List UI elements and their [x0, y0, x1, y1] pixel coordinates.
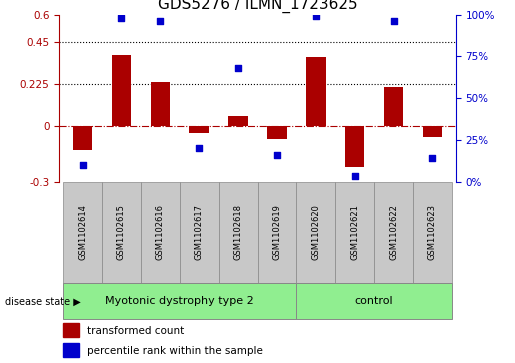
Point	[428, 155, 437, 161]
Bar	[296, 283, 452, 319]
Bar	[141, 182, 180, 283]
Bar	[374, 182, 413, 283]
Text: transformed count: transformed count	[87, 326, 184, 336]
Point	[351, 174, 359, 179]
Bar	[112, 55, 131, 126]
Text: GSM1102615: GSM1102615	[117, 204, 126, 260]
Point	[312, 13, 320, 19]
Bar	[73, 126, 92, 150]
Bar	[335, 182, 374, 283]
Bar	[267, 126, 287, 139]
Bar	[306, 57, 325, 126]
Bar	[296, 182, 335, 283]
Bar	[345, 126, 365, 167]
Text: GSM1102619: GSM1102619	[272, 204, 281, 260]
Bar	[63, 283, 296, 319]
Bar	[423, 126, 442, 137]
Point	[78, 162, 87, 168]
Text: GSM1102617: GSM1102617	[195, 204, 204, 260]
Point	[389, 18, 398, 24]
Point	[195, 145, 203, 151]
Bar	[219, 182, 258, 283]
Title: GDS5276 / ILMN_1723625: GDS5276 / ILMN_1723625	[158, 0, 357, 13]
Text: disease state ▶: disease state ▶	[5, 296, 81, 306]
Point	[156, 18, 164, 24]
Text: Myotonic dystrophy type 2: Myotonic dystrophy type 2	[106, 296, 254, 306]
Text: GSM1102623: GSM1102623	[428, 204, 437, 260]
Bar	[228, 116, 248, 126]
Bar	[150, 82, 170, 126]
Bar	[384, 87, 403, 126]
Text: GSM1102622: GSM1102622	[389, 204, 398, 260]
Point	[234, 65, 242, 71]
Bar	[102, 182, 141, 283]
Text: control: control	[355, 296, 393, 306]
Bar	[63, 323, 79, 338]
Text: GSM1102616: GSM1102616	[156, 204, 165, 260]
Bar	[180, 182, 219, 283]
Bar	[63, 343, 79, 357]
Point	[273, 152, 281, 158]
Bar	[63, 182, 102, 283]
Bar	[413, 182, 452, 283]
Bar	[190, 126, 209, 133]
Text: percentile rank within the sample: percentile rank within the sample	[87, 346, 263, 356]
Text: GSM1102614: GSM1102614	[78, 204, 87, 260]
Point	[117, 15, 126, 21]
Bar	[258, 182, 296, 283]
Text: GSM1102620: GSM1102620	[311, 204, 320, 260]
Text: GSM1102618: GSM1102618	[234, 204, 243, 260]
Text: GSM1102621: GSM1102621	[350, 204, 359, 260]
